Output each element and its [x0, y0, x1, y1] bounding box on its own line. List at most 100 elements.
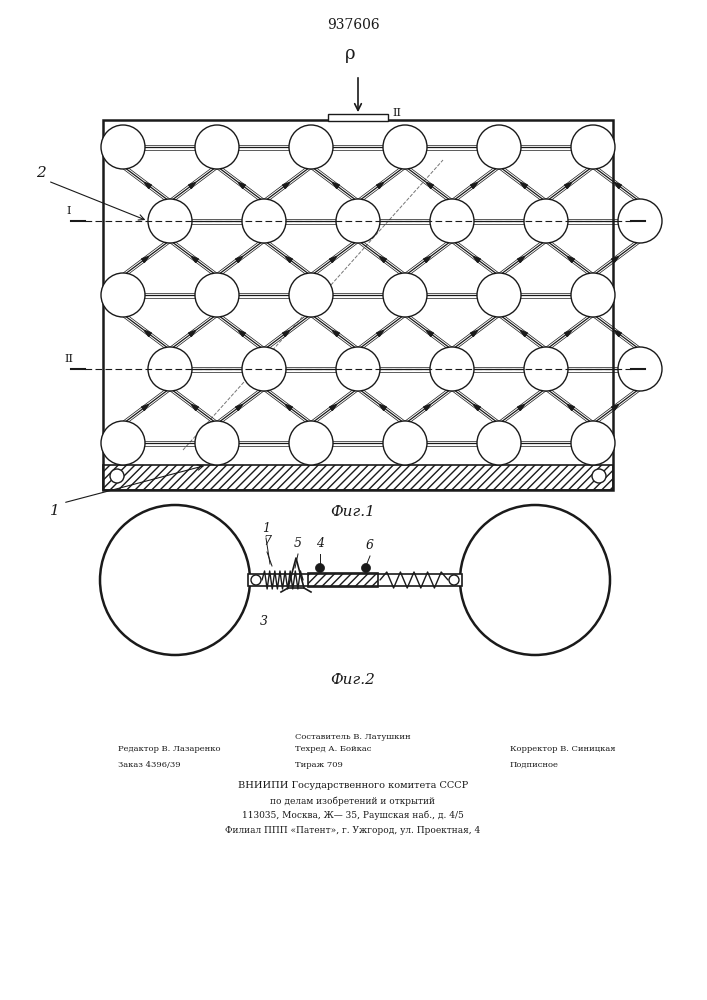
Text: 2: 2 — [36, 166, 46, 180]
Text: Заказ 4396/39: Заказ 4396/39 — [118, 761, 180, 769]
Circle shape — [383, 125, 427, 169]
Polygon shape — [377, 182, 384, 189]
Circle shape — [195, 273, 239, 317]
Circle shape — [101, 421, 145, 465]
Circle shape — [430, 199, 474, 243]
Polygon shape — [192, 404, 199, 411]
Polygon shape — [474, 256, 481, 263]
Circle shape — [110, 127, 124, 141]
Text: I: I — [66, 206, 71, 216]
Circle shape — [477, 125, 521, 169]
Circle shape — [315, 564, 325, 572]
Circle shape — [618, 199, 662, 243]
Text: II: II — [64, 354, 74, 364]
Polygon shape — [423, 404, 431, 411]
Text: по делам изобретений и открытий: по делам изобретений и открытий — [271, 796, 436, 806]
Circle shape — [251, 575, 261, 585]
Polygon shape — [235, 256, 243, 263]
Polygon shape — [329, 404, 337, 411]
Text: Тираж 709: Тираж 709 — [295, 761, 343, 769]
Polygon shape — [141, 404, 148, 411]
Polygon shape — [423, 256, 431, 263]
Text: 4: 4 — [316, 537, 324, 550]
Polygon shape — [332, 330, 339, 337]
Text: 6: 6 — [366, 539, 374, 552]
Circle shape — [195, 421, 239, 465]
Circle shape — [383, 273, 427, 317]
Text: 937606: 937606 — [327, 18, 380, 32]
Polygon shape — [614, 182, 621, 189]
Text: II: II — [643, 354, 651, 364]
Polygon shape — [426, 330, 433, 337]
Circle shape — [110, 469, 124, 483]
Polygon shape — [380, 256, 387, 263]
Circle shape — [101, 273, 145, 317]
Text: 7: 7 — [263, 535, 271, 548]
Polygon shape — [329, 256, 337, 263]
Polygon shape — [567, 256, 575, 263]
Text: Филиал ППП «Патент», г. Ужгород, ул. Проектная, 4: Филиал ППП «Патент», г. Ужгород, ул. Про… — [226, 826, 481, 835]
Text: Фиг.1: Фиг.1 — [331, 505, 375, 519]
Polygon shape — [238, 330, 245, 337]
Circle shape — [361, 564, 370, 572]
Text: Составитель В. Латушкин: Составитель В. Латушкин — [295, 733, 411, 741]
Text: Редактор В. Лазаренко: Редактор В. Лазаренко — [118, 745, 221, 753]
Polygon shape — [612, 404, 619, 411]
Circle shape — [571, 421, 615, 465]
Text: ρ: ρ — [345, 45, 355, 63]
Polygon shape — [235, 404, 243, 411]
Polygon shape — [144, 330, 151, 337]
Circle shape — [449, 575, 459, 585]
Circle shape — [592, 469, 606, 483]
Text: ВНИИПИ Государственного комитета СССР: ВНИИПИ Государственного комитета СССР — [238, 781, 468, 790]
Polygon shape — [520, 182, 527, 189]
Text: II: II — [392, 108, 401, 118]
Circle shape — [430, 347, 474, 391]
Text: Подписное: Подписное — [510, 761, 559, 769]
Polygon shape — [471, 330, 478, 337]
Text: 113035, Москва, Ж— 35, Раушская наб., д. 4/5: 113035, Москва, Ж— 35, Раушская наб., д.… — [242, 811, 464, 820]
Circle shape — [289, 125, 333, 169]
Circle shape — [383, 421, 427, 465]
Polygon shape — [189, 330, 196, 337]
Circle shape — [477, 421, 521, 465]
Circle shape — [100, 505, 250, 655]
Circle shape — [242, 199, 286, 243]
Polygon shape — [332, 182, 339, 189]
Text: 5: 5 — [294, 537, 302, 550]
Text: I: I — [645, 206, 649, 216]
Bar — [103, 120, 613, 490]
Bar — [308, 573, 378, 587]
Polygon shape — [286, 404, 293, 411]
Circle shape — [618, 347, 662, 391]
Circle shape — [460, 505, 610, 655]
Polygon shape — [565, 182, 572, 189]
Circle shape — [524, 347, 568, 391]
Bar — [328, 114, 388, 121]
Bar — [248, 574, 462, 586]
Polygon shape — [471, 182, 478, 189]
Circle shape — [148, 199, 192, 243]
Circle shape — [289, 421, 333, 465]
Polygon shape — [283, 330, 290, 337]
Polygon shape — [380, 404, 387, 411]
Circle shape — [571, 125, 615, 169]
Polygon shape — [192, 256, 199, 263]
Polygon shape — [567, 404, 575, 411]
Polygon shape — [612, 256, 619, 263]
Circle shape — [289, 273, 333, 317]
Bar — [103, 465, 613, 490]
Polygon shape — [518, 404, 525, 411]
Circle shape — [336, 347, 380, 391]
Circle shape — [242, 347, 286, 391]
Circle shape — [592, 127, 606, 141]
Polygon shape — [474, 404, 481, 411]
Circle shape — [336, 199, 380, 243]
Text: Техред А. Бойкас: Техред А. Бойкас — [295, 745, 371, 753]
Circle shape — [148, 347, 192, 391]
Circle shape — [195, 125, 239, 169]
Circle shape — [477, 273, 521, 317]
Polygon shape — [565, 330, 572, 337]
Polygon shape — [141, 256, 148, 263]
Polygon shape — [426, 182, 433, 189]
